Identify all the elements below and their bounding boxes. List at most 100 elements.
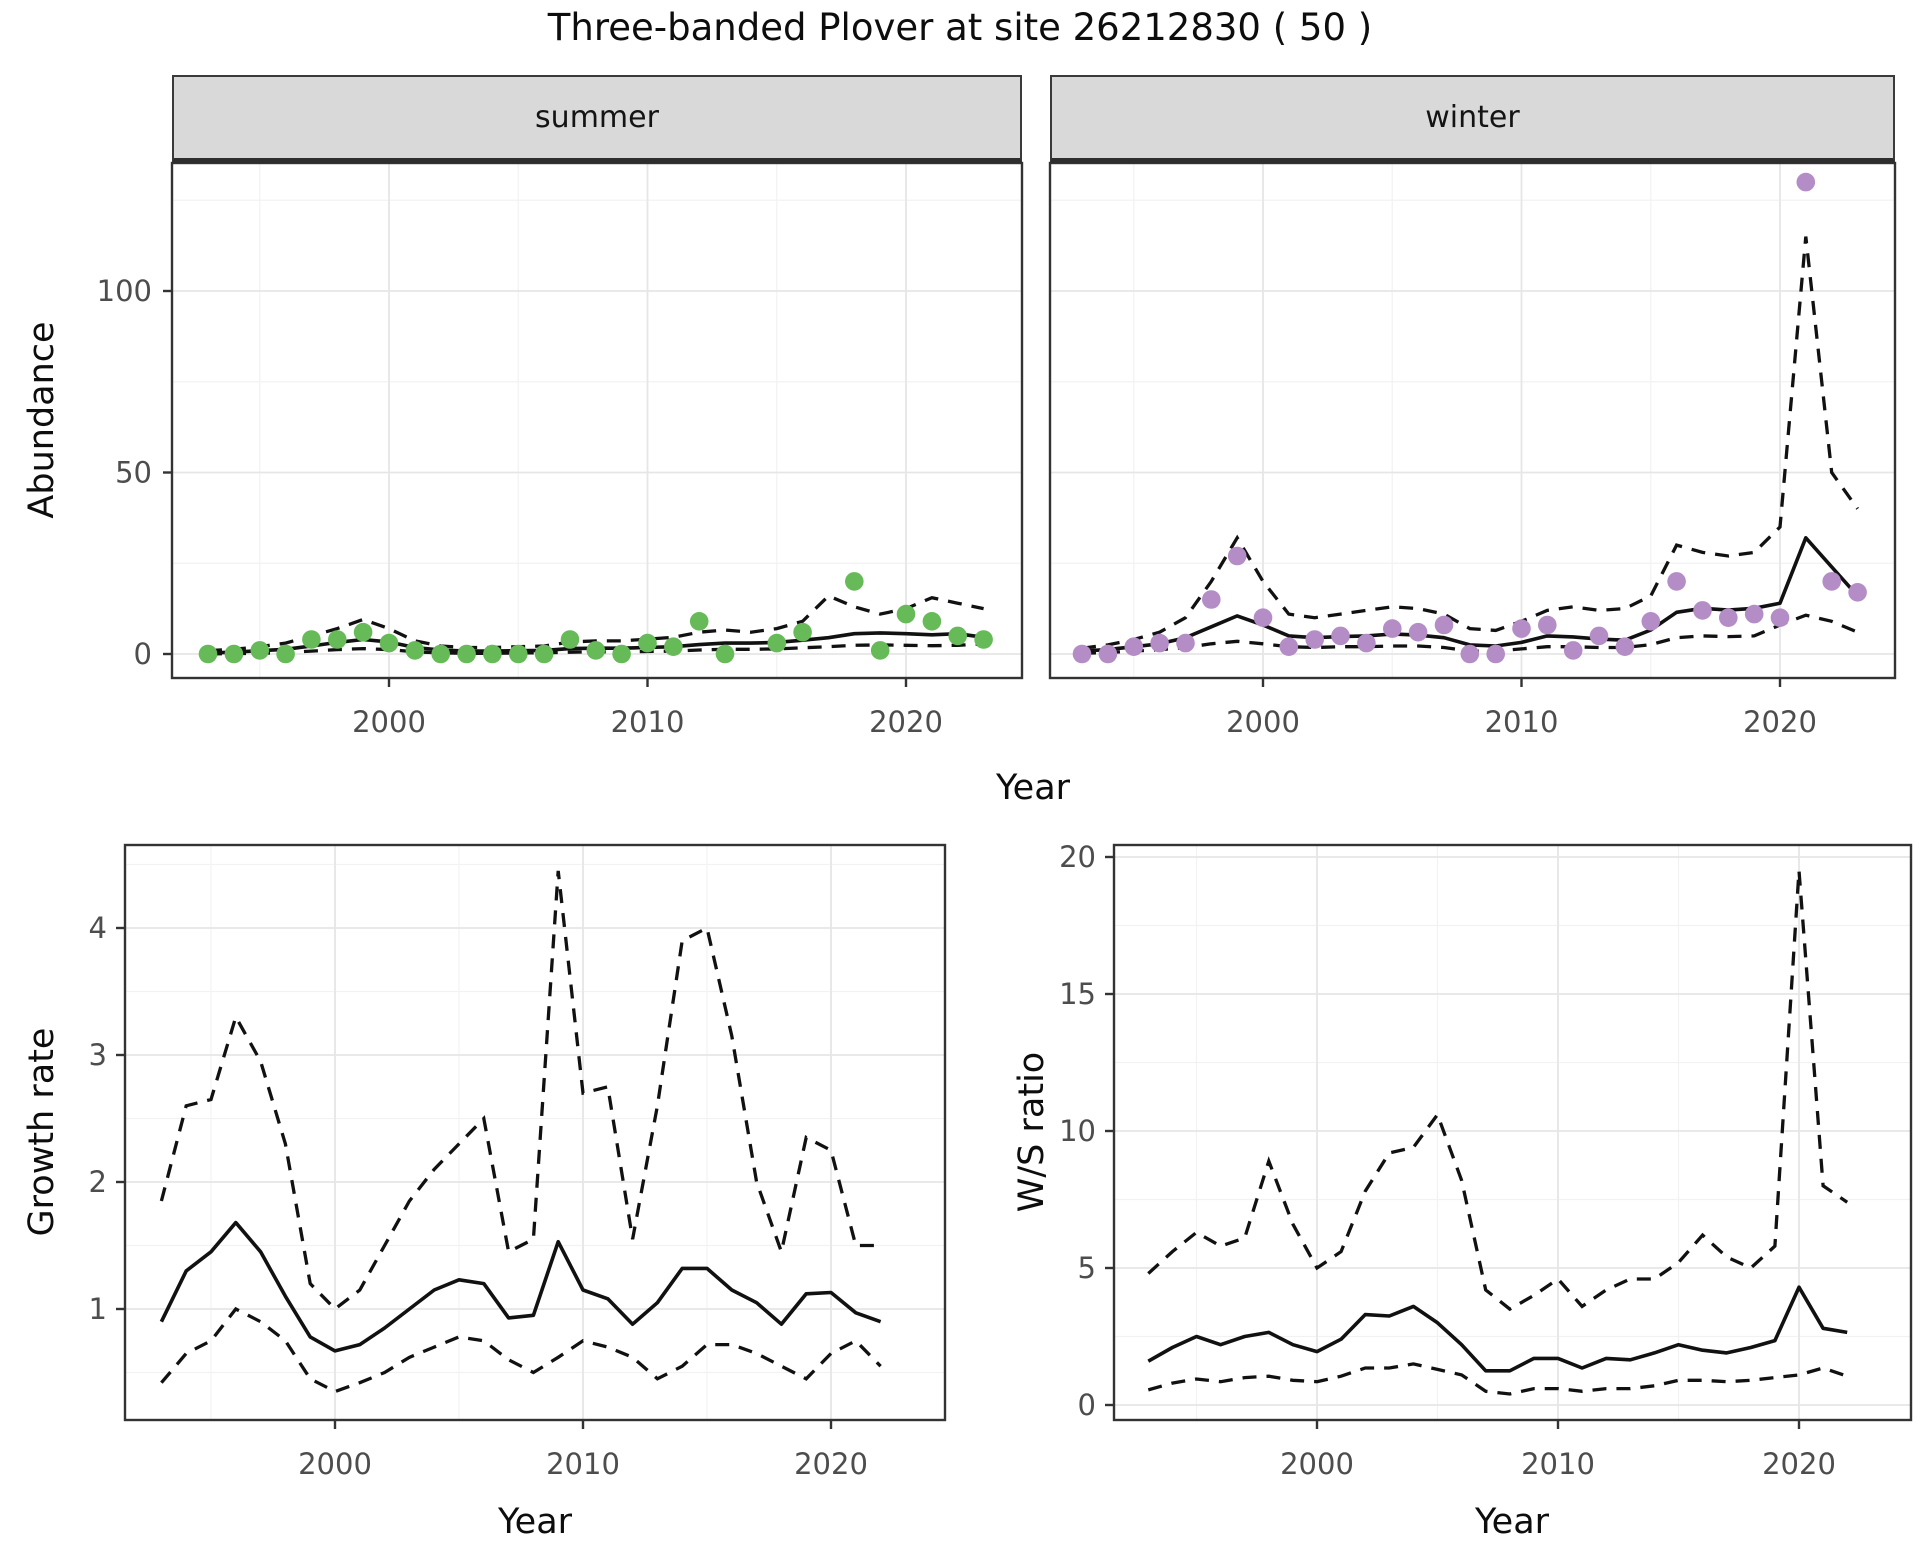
y-axis-title-ws-ratio: W/S ratio	[1012, 1051, 1052, 1213]
panel-abundance_summer: 2000 2010 2020 0 50 100	[97, 161, 1024, 739]
panel-abundance_winter: 2000 2010 2020	[1048, 161, 1897, 739]
y-tick-label: 1	[89, 1292, 107, 1326]
data-point	[1072, 644, 1092, 664]
data-point	[896, 604, 916, 624]
data-point	[922, 612, 942, 631]
data-point	[1357, 633, 1376, 653]
data-point	[1693, 601, 1712, 620]
data-point	[1279, 637, 1299, 656]
data-point	[1124, 637, 1144, 656]
data-point	[715, 644, 735, 664]
data-point	[405, 641, 425, 660]
x-tick-label: 2020	[794, 1447, 868, 1481]
y-tick-label: 3	[89, 1038, 107, 1072]
y-tick-label: 50	[115, 456, 152, 490]
y-tick-label: 4	[89, 911, 107, 945]
data-point	[845, 572, 864, 591]
data-point	[767, 633, 787, 653]
data-point	[1770, 608, 1790, 627]
data-point	[560, 630, 580, 649]
data-point	[689, 612, 709, 631]
y-axis-title-growth-rate: Growth rate	[22, 1027, 62, 1237]
data-point	[1822, 572, 1841, 591]
x-tick-label: 2020	[1762, 1447, 1836, 1481]
data-point	[1589, 626, 1609, 646]
data-point	[1150, 633, 1169, 653]
upper-ci-line	[159, 870, 881, 1312]
data-point	[948, 626, 967, 646]
data-point	[586, 641, 606, 660]
data-point	[1176, 633, 1195, 653]
upper-ci-line	[207, 593, 984, 653]
facet-strip-summer: summer	[172, 75, 1022, 163]
y-tick-label: 20	[1059, 840, 1096, 874]
y-axis-title-abundance: Abundance	[22, 321, 62, 519]
y-tick-label: 15	[1059, 977, 1096, 1011]
data-point	[1719, 608, 1738, 627]
data-point	[1460, 644, 1480, 664]
y-tick-label: 0	[1078, 1388, 1096, 1422]
x-tick-label: 2010	[611, 705, 685, 739]
y-tick-label: 100	[97, 274, 152, 308]
y-tick-label: 5	[1078, 1251, 1096, 1285]
data-point	[1796, 172, 1816, 192]
y-tick-label: 2	[89, 1165, 107, 1199]
mean-line	[1147, 1285, 1848, 1373]
data-point	[1486, 644, 1505, 664]
data-point	[1408, 622, 1428, 642]
data-point	[974, 630, 993, 649]
data-point	[1202, 590, 1221, 609]
data-point	[612, 644, 631, 664]
panel-growth_rate: 2000 2010 2020 1 2 3 4	[89, 843, 947, 1481]
data-point	[379, 633, 399, 653]
y-tick-label: 10	[1059, 1114, 1096, 1148]
data-point	[1667, 572, 1686, 591]
data-point	[1305, 630, 1324, 649]
data-point	[250, 641, 270, 660]
x-tick-label: 2000	[1226, 705, 1300, 739]
data-point	[1563, 641, 1583, 660]
data-point	[1383, 619, 1402, 638]
panel-ws_ratio: 2000 2010 2020 0 5 10 15 20	[1059, 840, 1913, 1481]
data-point	[509, 644, 528, 664]
x-tick-label: 2010	[546, 1447, 620, 1481]
data-point	[1538, 615, 1557, 635]
data-point	[353, 622, 373, 642]
y-tick-label: 0	[134, 637, 152, 671]
data-point	[534, 644, 554, 664]
x-axis-title-year-ws: Year	[1474, 1502, 1550, 1542]
x-axis-title-year-top: Year	[995, 768, 1071, 808]
data-point	[302, 630, 321, 649]
upper-ci-line	[1081, 236, 1859, 650]
data-point	[483, 644, 502, 664]
data-point	[1512, 619, 1531, 638]
data-point	[1253, 608, 1273, 627]
lower-ci-line	[1147, 1362, 1848, 1396]
data-point	[276, 644, 295, 664]
data-point	[664, 637, 683, 656]
figure-title: Three-banded Plover at site 26212830 ( 5…	[547, 6, 1373, 49]
data-point	[198, 644, 218, 664]
x-tick-label: 2020	[1743, 705, 1817, 739]
data-point	[1641, 612, 1661, 631]
data-point	[1098, 644, 1118, 664]
upper-ci-line	[1147, 870, 1849, 1312]
x-tick-label: 2000	[352, 705, 426, 739]
data-point	[1615, 637, 1635, 656]
data-point	[638, 633, 657, 653]
facet-strip-summer-label: summer	[535, 100, 659, 135]
data-point	[1227, 546, 1247, 566]
data-point	[870, 641, 890, 660]
data-point	[1331, 626, 1350, 646]
lower-ci-line	[160, 1306, 882, 1394]
data-point	[1744, 604, 1764, 624]
data-point	[1848, 583, 1867, 602]
facet-strip-winter-label: winter	[1425, 100, 1520, 135]
data-point	[224, 644, 244, 664]
data-point	[1434, 615, 1454, 635]
x-tick-label: 2010	[1521, 1447, 1595, 1481]
data-point	[793, 622, 812, 642]
data-point	[431, 644, 451, 664]
